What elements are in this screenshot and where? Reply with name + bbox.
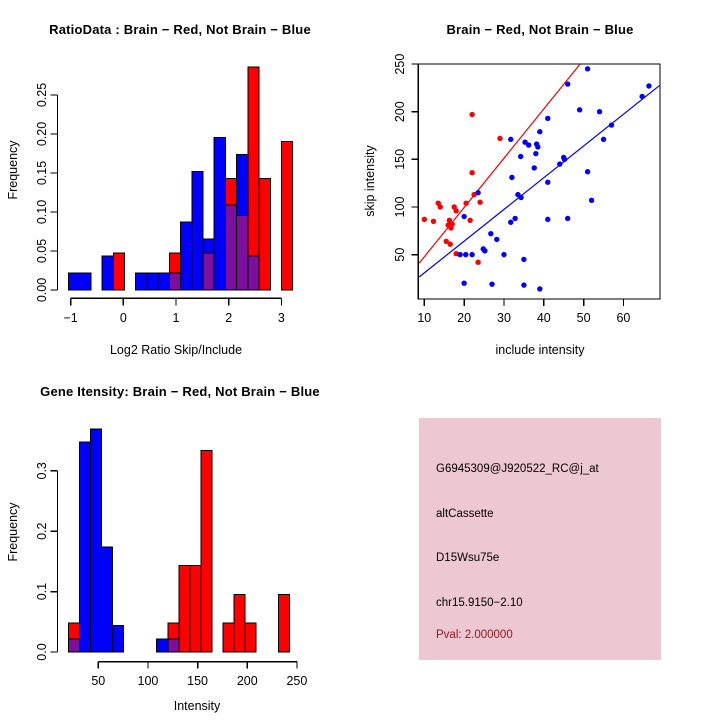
info-probe-id: G6945309@J920522_RC@j_at bbox=[436, 463, 599, 475]
scatter-ylabel: skip intensity bbox=[363, 145, 377, 217]
svg-text:−1: −1 bbox=[63, 311, 77, 325]
svg-text:1: 1 bbox=[173, 311, 180, 325]
gene-hist-xlabel: Intensity bbox=[173, 699, 221, 713]
info-event-type: altCassette bbox=[436, 508, 494, 520]
scatter-plot-points-blue bbox=[457, 66, 652, 292]
svg-text:0.05: 0.05 bbox=[35, 239, 49, 263]
svg-text:50: 50 bbox=[91, 674, 105, 688]
svg-text:0.10: 0.10 bbox=[35, 200, 49, 224]
ratio-hist-bars bbox=[67, 66, 294, 291]
svg-text:0.20: 0.20 bbox=[35, 122, 49, 146]
svg-text:200: 200 bbox=[237, 674, 258, 688]
svg-text:150: 150 bbox=[393, 149, 407, 170]
svg-text:100: 100 bbox=[138, 674, 159, 688]
gene-hist-title: Gene Itensity: Brain − Red, Not Brain − … bbox=[40, 384, 320, 399]
ratio-hist-axes: 0.00 0.05 0.10 0.15 0.20 0.25 −1 0 1 2 3 bbox=[35, 83, 285, 325]
svg-text:0.3: 0.3 bbox=[35, 462, 49, 479]
scatter-xlabel: include intensity bbox=[495, 343, 585, 357]
svg-text:50: 50 bbox=[577, 311, 591, 325]
svg-text:100: 100 bbox=[393, 197, 407, 218]
svg-text:0.15: 0.15 bbox=[35, 161, 49, 185]
svg-text:0.0: 0.0 bbox=[35, 643, 49, 660]
scatter-plot-fit-blue bbox=[418, 84, 661, 278]
svg-text:0.2: 0.2 bbox=[35, 522, 49, 539]
gene-hist-bars bbox=[67, 428, 290, 653]
info-gene-name: D15Wsu75e bbox=[436, 552, 500, 564]
svg-text:0.1: 0.1 bbox=[35, 583, 49, 600]
gene-hist-axes: 0.0 0.1 0.2 0.3 50 100 150 200 250 bbox=[35, 462, 307, 688]
scatter-title: Brain − Red, Not Brain − Blue bbox=[446, 22, 634, 37]
svg-text:2: 2 bbox=[225, 311, 232, 325]
svg-text:0.00: 0.00 bbox=[35, 278, 49, 302]
svg-text:150: 150 bbox=[187, 674, 208, 688]
gene-hist-ylabel: Frequency bbox=[6, 502, 20, 562]
svg-text:0: 0 bbox=[120, 311, 127, 325]
svg-text:40: 40 bbox=[537, 311, 551, 325]
ratio-hist-ylabel: Frequency bbox=[6, 140, 20, 200]
scatter-plot-fit-red bbox=[418, 63, 581, 264]
svg-text:60: 60 bbox=[616, 311, 630, 325]
ratio-hist-title: RatioData : Brain − Red, Not Brain − Blu… bbox=[49, 22, 311, 37]
svg-text:3: 3 bbox=[278, 311, 285, 325]
svg-text:10: 10 bbox=[417, 311, 431, 325]
svg-text:20: 20 bbox=[457, 311, 471, 325]
svg-text:250: 250 bbox=[286, 674, 307, 688]
svg-text:0.25: 0.25 bbox=[35, 83, 49, 107]
svg-text:30: 30 bbox=[497, 311, 511, 325]
svg-text:200: 200 bbox=[393, 101, 407, 122]
svg-text:50: 50 bbox=[393, 248, 407, 262]
scatter-plot-axes: 10 20 30 40 50 60 50 100 150 200 250 bbox=[393, 54, 661, 325]
svg-text:250: 250 bbox=[393, 54, 407, 75]
ratio-hist-xlabel: Log2 Ratio Skip/Include bbox=[109, 343, 243, 357]
info-panel: G6945309@J920522_RC@j_at altCassette D15… bbox=[419, 418, 661, 660]
info-location: chr15.9150−2.10 bbox=[436, 597, 523, 609]
scatter-plot-points-red bbox=[421, 111, 503, 265]
info-pval: Pval: 2.000000 bbox=[436, 629, 513, 641]
